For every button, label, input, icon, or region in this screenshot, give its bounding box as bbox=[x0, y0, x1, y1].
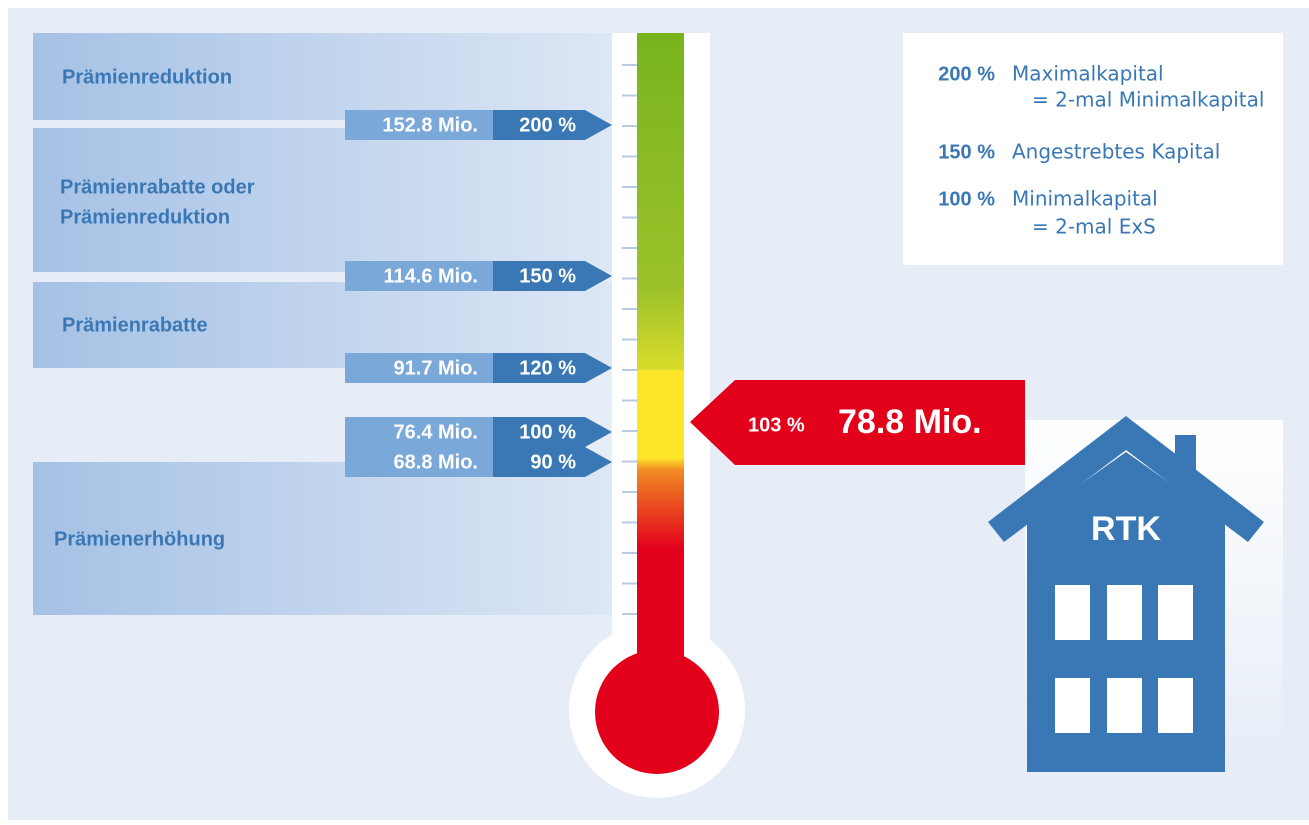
marker-amount: 91.7 Mio. bbox=[394, 357, 478, 379]
current-percent: 103 % bbox=[748, 414, 805, 436]
marker-amount-box bbox=[345, 110, 493, 140]
marker-percent: 120 % bbox=[519, 357, 576, 379]
marker-amount-box bbox=[345, 261, 493, 291]
legend-text: Angestrebtes Kapital bbox=[1012, 140, 1220, 164]
marker-percent-arrow bbox=[493, 417, 612, 447]
marker-percent-arrow bbox=[493, 447, 612, 477]
legend-text: Maximalkapital bbox=[1012, 62, 1164, 86]
zone-label: Prämienreduktion bbox=[60, 206, 230, 228]
zone-label: Prämienerhöhung bbox=[54, 528, 225, 550]
thermometer-fill bbox=[637, 33, 684, 663]
marker-percent: 100 % bbox=[519, 421, 576, 443]
legend-box bbox=[903, 33, 1283, 265]
marker-amount: 76.4 Mio. bbox=[394, 421, 478, 443]
marker-percent-arrow bbox=[493, 110, 612, 140]
zone bbox=[33, 128, 612, 272]
legend-percent: 200 % bbox=[938, 63, 995, 85]
zone-label: Prämienrabatte oder bbox=[60, 176, 255, 198]
house-label: RTK bbox=[1091, 510, 1161, 548]
marker-percent-arrow bbox=[493, 261, 612, 291]
windows bbox=[1055, 585, 1193, 733]
legend-percent: 100 % bbox=[938, 188, 995, 210]
marker-percent-arrow bbox=[493, 353, 612, 383]
zone bbox=[33, 33, 612, 120]
marker-amount-box bbox=[345, 353, 493, 383]
zone bbox=[33, 462, 612, 615]
marker-percent: 150 % bbox=[519, 265, 576, 287]
thermometer-bulb bbox=[595, 650, 719, 774]
marker-amount: 114.6 Mio. bbox=[384, 265, 479, 287]
marker-percent: 200 % bbox=[519, 114, 576, 136]
legend-percent: 150 % bbox=[938, 141, 995, 163]
current-amount: 78.8 Mio. bbox=[838, 403, 982, 441]
zone-label: Prämienreduktion bbox=[62, 66, 232, 88]
marker-amount: 68.8 Mio. bbox=[394, 451, 478, 473]
legend-text: = 2-mal Minimalkapital bbox=[1032, 88, 1264, 112]
marker-percent: 90 % bbox=[530, 451, 576, 473]
marker-amount-box bbox=[345, 417, 493, 447]
marker-amount: 152.8 Mio. bbox=[382, 114, 478, 136]
current-callout bbox=[690, 380, 1025, 465]
marker-amount-box bbox=[345, 447, 493, 477]
zone-label: Prämienrabatte bbox=[62, 314, 208, 336]
roof bbox=[988, 416, 1264, 542]
legend-text: Minimalkapital bbox=[1012, 187, 1158, 211]
legend-text: = 2-mal ExS bbox=[1032, 215, 1156, 239]
